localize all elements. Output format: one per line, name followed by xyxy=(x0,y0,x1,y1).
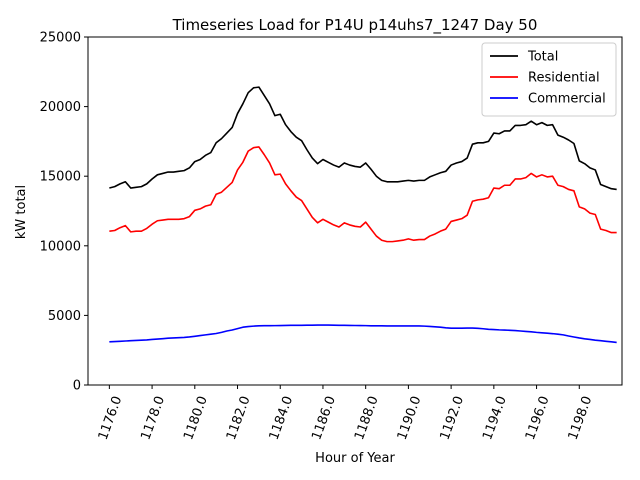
series-line-total xyxy=(109,86,617,191)
y-axis-title: kW total xyxy=(14,185,29,239)
series-layer xyxy=(109,86,617,344)
series-line-residential xyxy=(109,146,617,243)
plot-frame xyxy=(87,36,623,386)
y-tick-label: 0 xyxy=(73,379,81,394)
series-line-commercial xyxy=(109,324,617,344)
y-axis: 0 5000 10000 15000 20000 25000 xyxy=(40,31,88,394)
x-axis-title: Hour of Year xyxy=(315,451,395,466)
y-tick-label: 10000 xyxy=(40,239,81,254)
y-tick-label: 15000 xyxy=(40,170,81,185)
legend: Total Residential Commercial xyxy=(481,42,617,117)
y-tick-label: 5000 xyxy=(48,309,81,324)
chart-title: Timeseries Load for P14U p14uhs7_1247 Da… xyxy=(172,16,538,35)
y-tick-label: 25000 xyxy=(40,31,81,46)
legend-label-commercial: Commercial xyxy=(528,92,606,107)
y-tick-label: 20000 xyxy=(40,100,81,115)
legend-label-total: Total xyxy=(527,50,558,65)
legend-label-residential: Residential xyxy=(528,71,600,86)
